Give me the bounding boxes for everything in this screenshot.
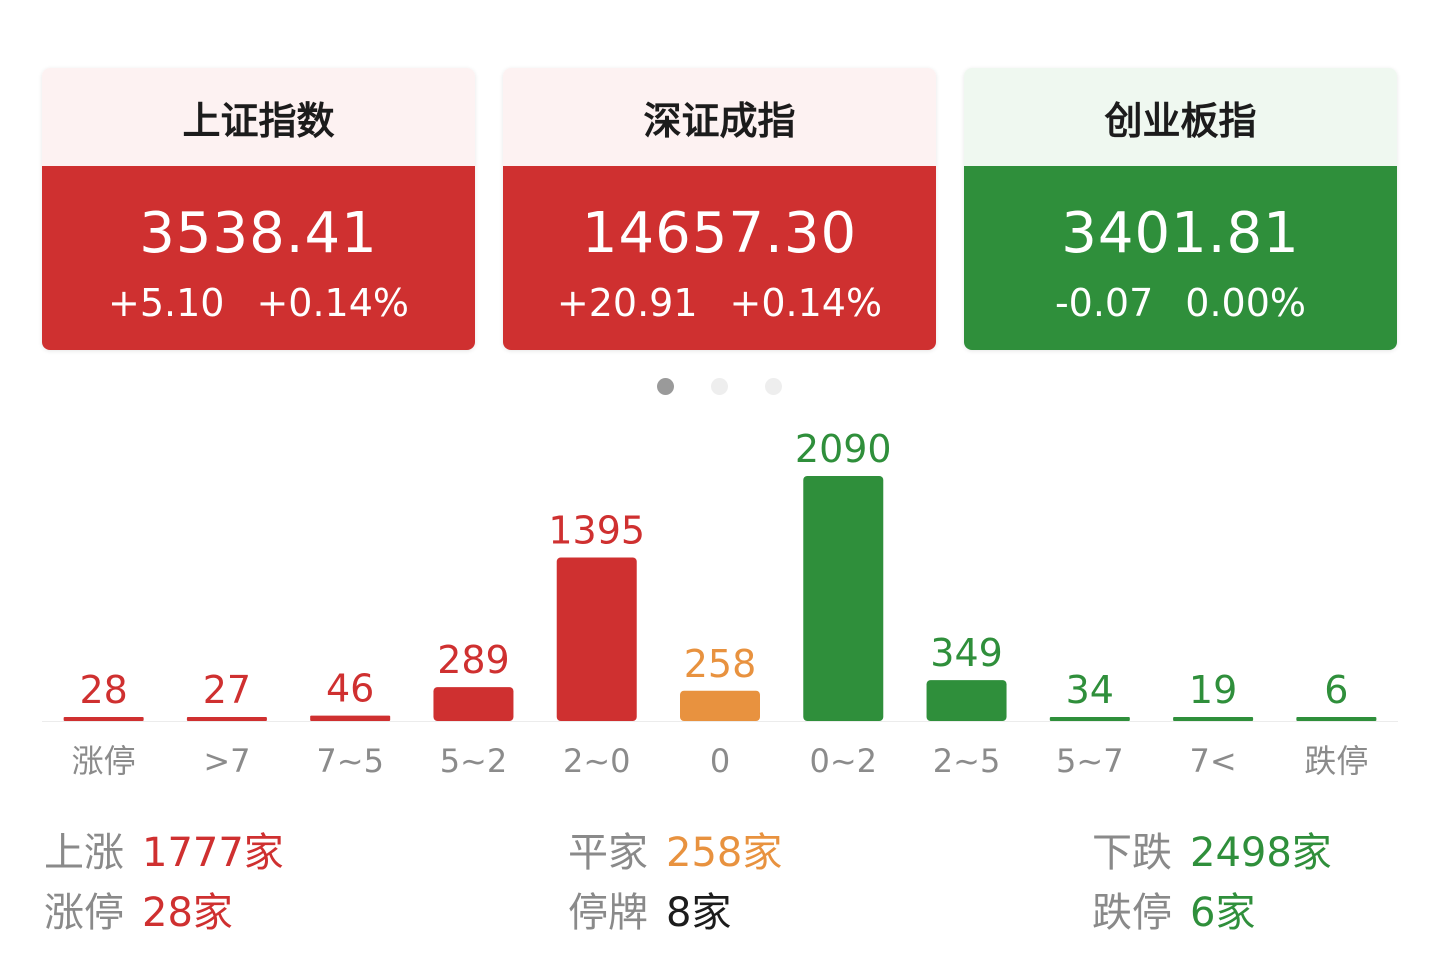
- bar-2[interactable]: [310, 715, 391, 721]
- stat-limit-up: 涨停 28家: [44, 882, 233, 944]
- bar-value-label: 2090: [795, 427, 892, 471]
- index-card-chinext[interactable]: 创业板指 3401.81 -0.07 0.00%: [964, 68, 1397, 350]
- category-label: 2~5: [933, 742, 1001, 780]
- stat-value: 1777家: [142, 830, 284, 876]
- index-change-pct: +0.14%: [729, 281, 883, 325]
- bar-value-label: 46: [326, 667, 374, 711]
- bar-value-label: 349: [930, 631, 1003, 675]
- bar-8[interactable]: [1049, 717, 1130, 721]
- category-label: 2~0: [563, 742, 631, 780]
- index-value: 14657.30: [581, 201, 858, 266]
- stat-label: 上涨: [44, 830, 124, 876]
- stat-suspended: 停牌 8家: [568, 882, 731, 944]
- stat-value: 6家: [1190, 890, 1256, 936]
- stat-label: 涨停: [44, 890, 124, 936]
- stat-label: 停牌: [568, 890, 648, 936]
- category-label: 5~2: [440, 742, 508, 780]
- stat-rise: 上涨 1777家: [44, 822, 284, 884]
- category-label: 0~2: [810, 742, 878, 780]
- category-label: 5~7: [1056, 742, 1124, 780]
- bar-value-label: 28: [79, 668, 127, 712]
- category-label: 7~5: [316, 742, 384, 780]
- stat-limit-down: 跌停 6家: [1092, 882, 1255, 944]
- bar-0[interactable]: [63, 717, 144, 721]
- stat-flat: 平家 258家: [568, 822, 782, 884]
- market-breadth-summary: 上涨 1777家 涨停 28家 平家 258家 停牌 8家 下跌 2498家 跌停 6家: [0, 822, 1440, 952]
- bar-1[interactable]: [186, 717, 267, 721]
- index-name: 上证指数: [42, 68, 475, 166]
- category-label: 0: [710, 742, 730, 780]
- stat-label: 平家: [568, 830, 648, 876]
- category-label: 跌停: [1304, 742, 1368, 780]
- bar-9[interactable]: [1173, 717, 1254, 721]
- bar-value-label: 258: [684, 642, 757, 686]
- stat-fall: 下跌 2498家: [1092, 822, 1332, 884]
- bar-5[interactable]: [680, 690, 760, 721]
- stat-value: 8家: [666, 890, 732, 936]
- index-cards: 上证指数 3538.41 +5.10 +0.14% 深证成指 14657.30 …: [42, 68, 1398, 350]
- pager-dot-2[interactable]: [711, 378, 728, 395]
- index-value: 3538.41: [139, 201, 378, 266]
- stat-label: 跌停: [1092, 890, 1172, 936]
- index-value: 3401.81: [1061, 201, 1300, 266]
- bar-6[interactable]: [803, 476, 884, 721]
- index-change: +20.91: [556, 281, 698, 325]
- stat-value: 2498家: [1190, 830, 1332, 876]
- index-card-shenzhen[interactable]: 深证成指 14657.30 +20.91 +0.14%: [503, 68, 936, 350]
- index-change: +5.10: [107, 281, 225, 325]
- index-change-pct: +0.14%: [256, 281, 409, 325]
- bar-value-label: 1395: [548, 508, 645, 552]
- bar-7[interactable]: [926, 680, 1007, 721]
- stat-value: 28家: [142, 890, 233, 936]
- bar-value-label: 34: [1066, 668, 1114, 712]
- category-label: >7: [203, 742, 250, 780]
- category-label: 7<: [1190, 742, 1237, 780]
- distribution-bars: 28 涨停 27 >7 46 7~5 289 5~2 1395 2~0 258 0 2090 0~2 349…: [42, 427, 1398, 780]
- index-name: 创业板指: [964, 68, 1397, 166]
- carousel-pager: [0, 378, 1440, 396]
- index-change: -0.07: [1054, 281, 1154, 325]
- bar-10[interactable]: [1296, 717, 1377, 721]
- bar-value-label: 27: [203, 668, 251, 712]
- stat-label: 下跌: [1092, 830, 1172, 876]
- stat-value: 258家: [666, 830, 783, 876]
- bar-4[interactable]: [556, 557, 637, 721]
- bar-value-label: 6: [1324, 668, 1348, 712]
- rise-fall-distribution-chart: 28 涨停 27 >7 46 7~5 289 5~2 1395 2~0 258 0 2090 0~2 349…: [0, 400, 1440, 790]
- bar-3[interactable]: [433, 687, 514, 721]
- pager-dot-1[interactable]: [657, 378, 674, 395]
- index-name: 深证成指: [503, 68, 936, 166]
- category-label: 涨停: [72, 742, 136, 780]
- bar-value-label: 19: [1189, 668, 1237, 712]
- index-card-shanghai[interactable]: 上证指数 3538.41 +5.10 +0.14%: [42, 68, 475, 350]
- pager-dot-3[interactable]: [765, 378, 782, 395]
- index-change-pct: 0.00%: [1185, 281, 1307, 325]
- bar-value-label: 289: [437, 638, 510, 682]
